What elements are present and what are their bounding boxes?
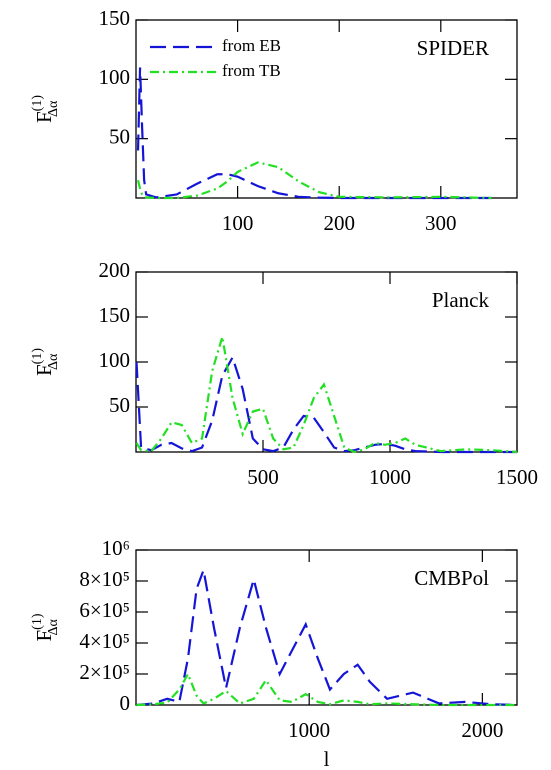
y-label-main: F [32,111,56,123]
y-label-sub: Δα [46,618,61,635]
y-tick-label: 10⁶ [102,536,130,560]
y-tick-label: 0 [120,691,131,715]
panel-title: SPIDER [417,36,489,60]
y-tick-label: 150 [99,303,131,327]
plot-frame [135,549,518,706]
series-line [136,566,518,707]
x-tick-label: 200 [323,211,355,235]
legend-label: from EB [222,36,281,55]
x-tick-label: 300 [425,211,457,235]
y-label-main: F [32,364,56,376]
panel: 500 1000 1500 50 100 150 200 Planck F(1)Δα [30,258,538,489]
x-tick-label: 100 [222,211,254,235]
series-line [136,671,517,707]
y-label-sub: Δα [46,100,61,117]
y-axis-label: F(1)Δα [30,95,61,123]
y-axis-label: F(1)Δα [30,613,61,641]
y-axis-label: F(1)Δα [30,348,61,376]
y-tick-label: 150 [99,6,131,30]
legend-label: from TB [222,61,281,80]
x-tick-label: 1500 [496,465,538,489]
panel-title: CMBPol [414,566,489,590]
y-label-main: F [32,630,56,642]
y-tick-label: 100 [99,348,131,372]
y-tick-label: 8×10⁵ [79,567,130,591]
x-tick-label: 1000 [288,718,330,742]
panel: 1000 2000 0 2×10⁵ 4×10⁵ 6×10⁵ 8×10⁵ 10⁶ CMBPol F(… [30,536,518,770]
y-tick-label: 100 [99,65,131,89]
y-tick-label: 50 [109,124,130,148]
series-line [135,354,517,454]
y-label-sup: (1) [30,348,45,365]
y-tick-label: 50 [109,393,130,417]
series-line [136,161,492,200]
y-tick-label: 200 [99,258,131,282]
y-label-sup: (1) [30,95,45,112]
y-label-sub: Δα [46,353,61,370]
panel-title: Planck [432,288,490,312]
y-tick-label: 6×10⁵ [79,598,130,622]
series-line [135,336,518,454]
x-tick-label: 2000 [461,718,503,742]
y-tick-label: 4×10⁵ [79,629,130,653]
panel: 100 200 300 50 100 150 SPIDER F(1)Δα from EB from… [30,6,518,235]
y-label-sup: (1) [30,613,45,630]
x-tick-label: 1000 [369,465,411,489]
series-line [136,67,492,200]
y-tick-label: 2×10⁵ [79,660,130,684]
x-tick-label: 500 [247,465,279,489]
x-axis-label: l [324,747,330,770]
